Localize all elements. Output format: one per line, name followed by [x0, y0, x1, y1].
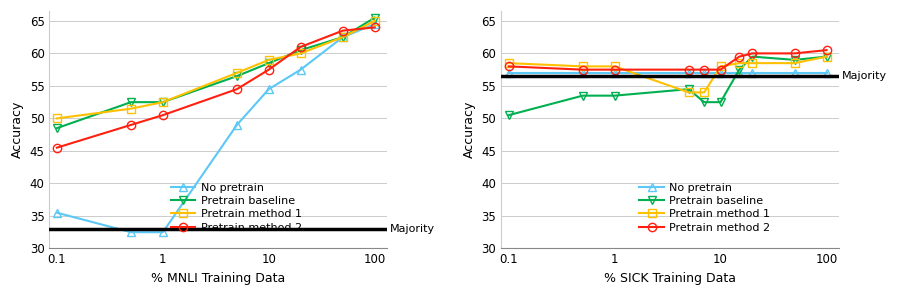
Pretrain method 2 [295, 45, 306, 49]
Pretrain method 1 [126, 107, 136, 110]
No pretrain [609, 71, 620, 75]
No pretrain [503, 71, 514, 75]
Pretrain method 1 [157, 100, 168, 104]
Pretrain method 2 [683, 68, 694, 71]
Line: Pretrain method 2: Pretrain method 2 [505, 46, 831, 74]
Pretrain baseline [338, 35, 348, 39]
Pretrain method 2 [338, 29, 348, 32]
Pretrain method 1 [232, 71, 242, 75]
Pretrain baseline [715, 100, 726, 104]
Pretrain method 1 [821, 55, 832, 58]
No pretrain [747, 71, 758, 75]
No pretrain [734, 71, 744, 75]
Line: Pretrain baseline: Pretrain baseline [505, 52, 831, 119]
No pretrain [683, 71, 694, 75]
Pretrain method 2 [747, 52, 758, 55]
Pretrain method 1 [789, 61, 800, 65]
Pretrain method 1 [747, 61, 758, 65]
Pretrain method 1 [715, 65, 726, 68]
Pretrain baseline [789, 58, 800, 62]
No pretrain [295, 68, 306, 71]
Pretrain baseline [126, 100, 136, 104]
Pretrain method 1 [577, 65, 588, 68]
Pretrain method 2 [715, 68, 726, 71]
Pretrain method 2 [699, 68, 709, 71]
No pretrain [157, 231, 168, 234]
Pretrain method 1 [609, 65, 620, 68]
Pretrain method 1 [699, 91, 709, 94]
Pretrain method 1 [295, 52, 306, 55]
Legend: No pretrain, Pretrain baseline, Pretrain method 1, Pretrain method 2: No pretrain, Pretrain baseline, Pretrain… [166, 178, 306, 237]
Pretrain method 1 [683, 91, 694, 94]
Pretrain baseline [609, 94, 620, 97]
Pretrain method 2 [734, 55, 744, 58]
Pretrain method 2 [609, 68, 620, 71]
No pretrain [715, 71, 726, 75]
Pretrain baseline [699, 100, 709, 104]
No pretrain [263, 87, 274, 91]
Pretrain method 2 [821, 48, 832, 52]
X-axis label: % MNLI Training Data: % MNLI Training Data [151, 272, 286, 285]
No pretrain [577, 71, 588, 75]
Y-axis label: Accuracy: Accuracy [462, 101, 476, 158]
Line: Pretrain method 1: Pretrain method 1 [53, 17, 379, 123]
Pretrain method 2 [51, 146, 62, 149]
X-axis label: % SICK Training Data: % SICK Training Data [603, 272, 735, 285]
Pretrain baseline [821, 55, 832, 58]
No pretrain [51, 211, 62, 215]
No pretrain [338, 35, 348, 39]
Line: Pretrain method 1: Pretrain method 1 [505, 52, 831, 96]
Text: Majority: Majority [391, 224, 436, 234]
Pretrain baseline [577, 94, 588, 97]
Line: Pretrain method 2: Pretrain method 2 [53, 23, 379, 152]
Y-axis label: Accuracy: Accuracy [11, 101, 24, 158]
Text: Majority: Majority [842, 71, 887, 81]
Pretrain method 1 [503, 61, 514, 65]
Pretrain method 2 [263, 68, 274, 71]
Pretrain method 2 [126, 123, 136, 127]
Pretrain method 1 [263, 58, 274, 62]
No pretrain [699, 71, 709, 75]
Pretrain method 1 [369, 19, 380, 22]
No pretrain [232, 123, 242, 127]
No pretrain [369, 22, 380, 26]
Pretrain method 1 [338, 35, 348, 39]
Pretrain baseline [157, 100, 168, 104]
Pretrain baseline [295, 48, 306, 52]
Line: No pretrain: No pretrain [505, 69, 831, 77]
Pretrain baseline [51, 126, 62, 130]
Pretrain baseline [734, 68, 744, 71]
Pretrain baseline [232, 74, 242, 78]
Pretrain baseline [263, 61, 274, 65]
Pretrain baseline [683, 87, 694, 91]
Pretrain method 2 [789, 52, 800, 55]
Pretrain baseline [747, 55, 758, 58]
No pretrain [789, 71, 800, 75]
Line: Pretrain baseline: Pretrain baseline [53, 13, 379, 132]
No pretrain [126, 231, 136, 234]
Legend: No pretrain, Pretrain baseline, Pretrain method 1, Pretrain method 2: No pretrain, Pretrain baseline, Pretrain… [635, 178, 775, 237]
Pretrain method 1 [734, 61, 744, 65]
Pretrain method 2 [369, 25, 380, 29]
Pretrain method 2 [157, 113, 168, 117]
Pretrain method 2 [577, 68, 588, 71]
Pretrain method 2 [503, 65, 514, 68]
Pretrain baseline [369, 16, 380, 20]
Pretrain baseline [503, 113, 514, 117]
Pretrain method 1 [51, 117, 62, 120]
No pretrain [821, 71, 832, 75]
Line: No pretrain: No pretrain [53, 20, 379, 237]
Pretrain method 2 [232, 87, 242, 91]
